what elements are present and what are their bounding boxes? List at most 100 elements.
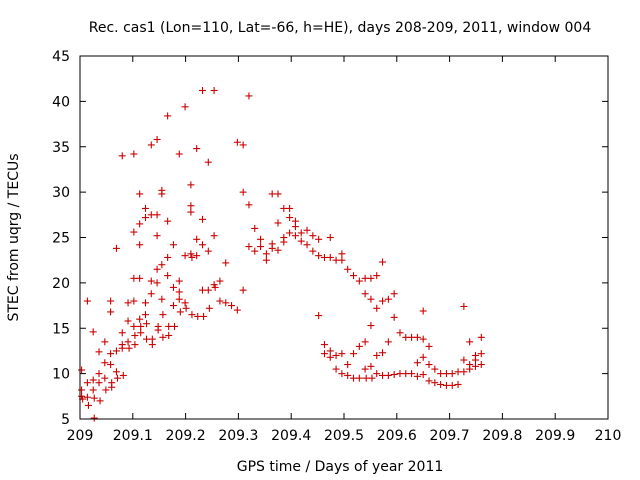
data-point	[112, 347, 120, 355]
data-point	[448, 381, 456, 389]
data-point	[477, 361, 485, 369]
data-point	[130, 322, 138, 330]
data-point	[320, 350, 328, 358]
data-point	[471, 362, 479, 370]
data-point	[95, 348, 103, 356]
data-point	[477, 350, 485, 358]
data-point	[431, 379, 439, 387]
data-point	[107, 361, 115, 369]
data-point	[419, 353, 427, 361]
y-tick-label: 45	[52, 49, 70, 65]
data-point	[286, 214, 294, 222]
data-point	[124, 338, 132, 346]
data-point	[344, 265, 352, 273]
data-point	[466, 338, 474, 346]
data-point	[165, 332, 173, 340]
data-point	[171, 322, 179, 330]
data-point	[332, 365, 340, 373]
data-point	[130, 150, 138, 158]
data-point	[204, 247, 212, 255]
data-point	[361, 365, 369, 373]
data-point	[222, 299, 230, 307]
data-point	[460, 368, 468, 376]
data-point	[153, 232, 161, 240]
x-tick-label: 209.5	[324, 428, 364, 444]
data-point	[373, 272, 381, 280]
data-point	[280, 238, 288, 246]
data-point	[355, 374, 363, 382]
data-points	[78, 86, 485, 422]
data-point	[188, 311, 196, 319]
data-point	[315, 235, 323, 243]
data-point	[148, 341, 156, 349]
data-point	[350, 350, 358, 358]
data-point	[153, 135, 161, 143]
data-point	[137, 322, 145, 330]
data-point	[164, 112, 172, 120]
data-point	[113, 374, 121, 382]
data-point	[425, 377, 433, 385]
y-tick-label: 20	[52, 276, 70, 292]
data-point	[136, 241, 144, 249]
data-point	[251, 224, 259, 232]
plot-frame	[79, 55, 609, 420]
x-tick-label: 209.3	[218, 428, 258, 444]
data-point	[141, 214, 149, 222]
data-point	[164, 253, 172, 261]
data-point	[130, 297, 138, 305]
data-point	[350, 272, 358, 280]
data-point	[291, 232, 299, 240]
x-tick-label: 209.7	[430, 428, 470, 444]
x-tick-label: 209.9	[535, 428, 575, 444]
data-point	[297, 229, 305, 237]
data-point	[408, 370, 416, 378]
data-point	[274, 190, 282, 198]
data-point	[384, 371, 392, 379]
data-point	[390, 313, 398, 321]
data-point	[112, 244, 120, 252]
data-point	[367, 362, 375, 370]
data-point	[211, 283, 219, 291]
data-point	[188, 253, 196, 261]
data-point	[118, 344, 126, 352]
data-point	[303, 241, 311, 249]
data-point	[96, 397, 104, 405]
data-point	[425, 361, 433, 369]
data-point	[141, 299, 149, 307]
data-point	[274, 219, 282, 227]
data-point	[233, 138, 241, 146]
data-point	[193, 235, 201, 243]
y-tick-label: 25	[52, 231, 70, 247]
data-point	[169, 241, 177, 249]
data-point	[262, 250, 270, 258]
data-point	[419, 335, 427, 343]
data-point	[344, 371, 352, 379]
data-point	[245, 92, 253, 100]
data-point	[136, 274, 144, 282]
data-point	[158, 261, 166, 269]
data-point	[198, 86, 206, 94]
data-point	[390, 290, 398, 298]
data-point	[460, 356, 468, 364]
data-point	[175, 295, 183, 303]
data-point	[159, 311, 167, 319]
data-point	[176, 308, 184, 316]
data-point	[239, 141, 247, 149]
data-point	[268, 244, 276, 252]
data-point	[222, 259, 230, 267]
data-point	[367, 322, 375, 330]
data-point	[413, 333, 421, 341]
data-point	[141, 311, 149, 319]
x-axis: 209 209.1 209.2 209.3 209.4 209.5 209.6 209.7 20…	[67, 56, 621, 444]
data-point	[338, 256, 346, 264]
data-point	[262, 256, 270, 264]
data-point	[233, 306, 241, 314]
data-point	[193, 252, 201, 260]
data-point	[413, 359, 421, 367]
data-point	[466, 365, 474, 373]
chart-title: Rec. cas1 (Lon=110, Lat=-66, h=HE), days…	[89, 20, 592, 36]
data-point	[175, 150, 183, 158]
data-point	[119, 371, 127, 379]
data-point	[187, 208, 195, 216]
